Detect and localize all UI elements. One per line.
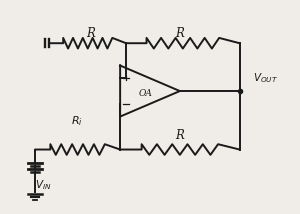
Text: $V_{OUT}$: $V_{OUT}$ xyxy=(253,71,278,85)
Text: R: R xyxy=(176,27,184,40)
Text: $R_i$: $R_i$ xyxy=(71,114,83,128)
Text: OA: OA xyxy=(138,89,152,98)
Text: $V_{IN}$: $V_{IN}$ xyxy=(35,178,52,192)
Text: R: R xyxy=(176,129,184,142)
Text: R: R xyxy=(86,27,95,40)
